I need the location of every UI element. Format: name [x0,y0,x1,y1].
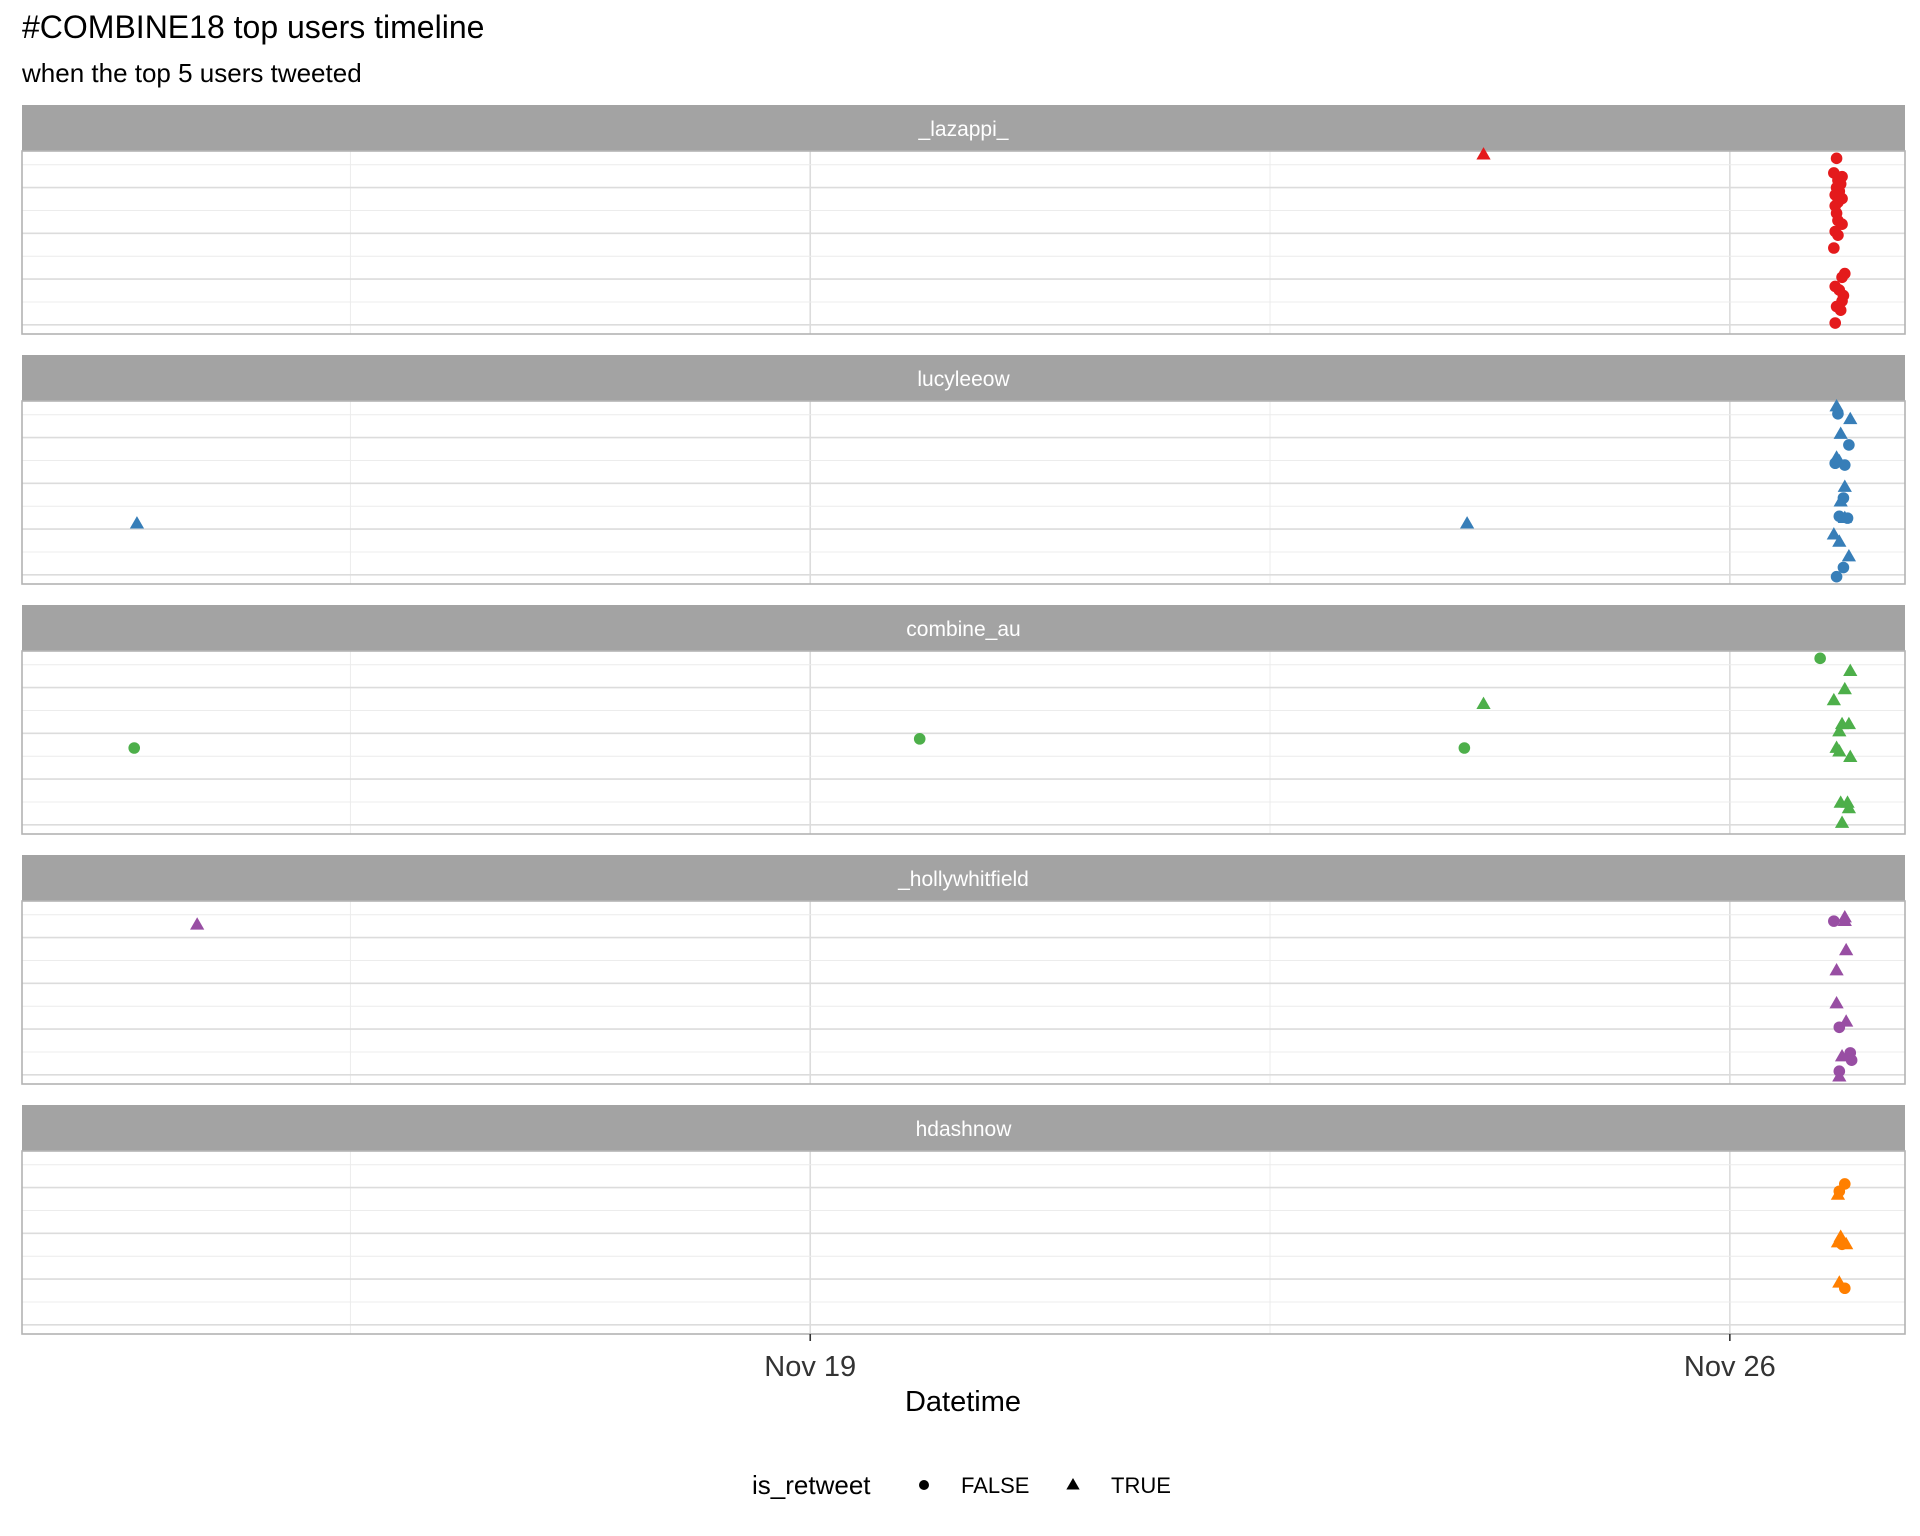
data-point-retweet [1837,681,1852,695]
data-point-tweet [1828,242,1840,254]
data-point-retweet [1843,411,1858,425]
facet-strip [22,1105,1905,1151]
facet-strip-label: _lazappi_ [918,118,1009,141]
data-point-tweet [1829,457,1842,470]
facet-_lazappi_: _lazappi_ [21,105,1906,335]
data-point-retweet [1832,724,1847,737]
x-tick-label: Nov 26 [1684,1351,1776,1383]
panel-background [22,901,1905,1084]
data-point-retweet [1841,800,1857,814]
data-point-retweet [129,516,145,529]
data-point-tweet [1814,652,1826,665]
legend-label: TRUE [1111,1473,1171,1498]
legend: is_retweet FALSE TRUE [752,1470,1171,1500]
data-point-retweet [1833,494,1848,507]
data-point-tweet [1830,152,1843,165]
data-point-tweet [1843,439,1855,451]
data-point-tweet [913,733,926,745]
data-point-retweet [1834,1049,1850,1062]
data-point-retweet [1839,1236,1854,1250]
data-point-retweet [1839,942,1854,956]
facet-strip [22,855,1905,901]
facet-lucyleeow: lucyleeow [21,355,1906,585]
data-point-retweet [1459,516,1475,529]
facet-_hollywhitfield: _hollywhitfield [21,855,1906,1085]
data-point-tweet [1845,1054,1858,1067]
data-point-retweet [1829,963,1844,976]
data-point-retweet [1837,479,1852,492]
data-point-retweet [1829,995,1844,1009]
facet-strip-label: _hollywhitfield [897,868,1029,891]
data-point-retweet [1840,795,1855,808]
panel-border [21,650,1906,835]
chart-title: #COMBINE18 top users timeline [22,9,484,45]
data-point-retweet [1841,716,1857,730]
data-point-tweet [1836,218,1848,230]
facet-hdashnow: hdashnow [21,1105,1906,1335]
data-point-tweet [1836,271,1848,284]
facet-strip [22,605,1905,651]
facet-panels: _lazappi_ lucyleeow combine_au _hollywhitfi… [21,105,1906,1335]
data-point-retweet [1837,913,1852,927]
panel-background [22,1151,1905,1334]
data-point-tweet [1830,570,1843,583]
data-point-tweet [1832,408,1844,420]
facet-strip [22,105,1905,151]
data-point-tweet [1841,512,1854,524]
data-point-retweet [1832,534,1847,547]
data-point-retweet [1832,744,1847,757]
panel-border [21,400,1906,585]
data-point-retweet [1832,1069,1847,1082]
x-tick-label: Nov 19 [764,1351,856,1383]
legend-label: FALSE [961,1473,1029,1498]
data-point-retweet [1834,815,1850,828]
panel-border [21,1150,1906,1335]
data-point-tweet [1458,742,1471,754]
chart-subtitle: when the top 5 users tweeted [21,58,362,88]
data-point-tweet [1829,317,1842,329]
data-point-retweet [1826,527,1841,540]
data-point-tweet [1838,1282,1851,1295]
data-point-tweet [128,742,141,754]
data-point-retweet [1476,696,1491,709]
panel-background [22,151,1905,334]
facet-strip [22,355,1905,401]
panel-background [22,651,1905,834]
facet-combine_au: combine_au [21,605,1906,835]
panel-background [22,401,1905,584]
data-point-retweet [1830,1187,1846,1200]
data-point-tweet [1838,459,1851,471]
data-point-retweet [1843,663,1858,677]
data-point-tweet [1834,304,1847,317]
x-axis: Nov 19 Nov 26 [764,1334,1776,1383]
facet-strip-label: combine_au [906,618,1020,641]
data-point-retweet [1829,398,1844,412]
data-point-retweet [1826,692,1841,706]
data-point-tweet [1833,1021,1846,1034]
data-point-retweet [1833,426,1848,439]
legend-key-triangle [1066,1478,1080,1490]
panel-border [21,150,1906,335]
data-point-retweet [1841,549,1857,562]
x-axis-title: Datetime [905,1386,1021,1418]
legend-key-circle [919,1480,929,1490]
data-point-retweet [1476,147,1491,160]
data-point-tweet [1837,561,1850,574]
facet-strip-label: hdashnow [916,1118,1013,1141]
data-point-retweet [190,917,205,930]
panel-border [21,900,1906,1085]
facet-strip-label: lucyleeow [917,368,1010,391]
data-point-retweet [1843,749,1858,763]
data-point-tweet [1832,229,1844,241]
legend-title: is_retweet [752,1470,871,1500]
data-point-tweet [1828,915,1840,927]
